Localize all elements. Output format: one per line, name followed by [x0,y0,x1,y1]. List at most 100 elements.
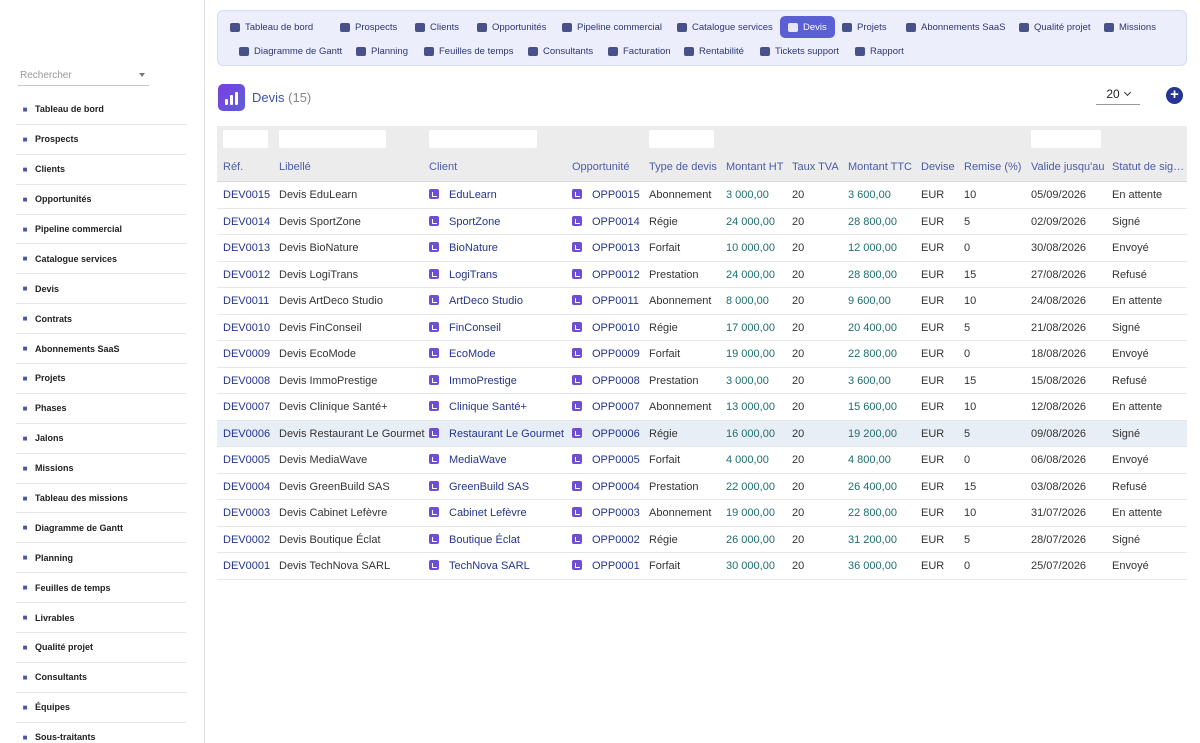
cell-ref[interactable]: DEV0005 [223,454,270,466]
cell-ref[interactable]: DEV0008 [223,375,270,387]
add-record-button[interactable]: + [1166,87,1183,104]
sidebar-item[interactable]: ■ Tableau de bord [16,95,186,125]
cell-client[interactable]: SportZone [429,215,500,228]
cell-opp[interactable]: OPP0009 [572,348,640,360]
cell-client[interactable]: ArtDeco Studio [429,295,523,307]
cell-client[interactable]: Clinique Santé+ [429,401,527,413]
column-header[interactable]: Réf. [223,161,244,173]
cell-client[interactable]: EduLearn [429,189,497,201]
search-select[interactable]: Rechercher [18,67,149,86]
column-filter-input[interactable] [649,130,714,148]
top-nav-item[interactable]: Pipeline commercial [558,16,666,38]
table-row[interactable]: DEV0004 Devis GreenBuild SAS GreenBuild SA… [217,474,1187,500]
table-row[interactable]: DEV0009 Devis EcoMode EcoMode OPP0009 Forfai… [217,341,1187,368]
cell-ref[interactable]: DEV0003 [223,507,270,519]
cell-opp[interactable]: OPP0013 [572,242,640,254]
cell-ref[interactable]: DEV0002 [223,534,270,546]
top-nav-item[interactable]: Qualité projet [1015,16,1095,38]
top-nav-item[interactable]: Tableau de bord [226,16,317,38]
sidebar-item[interactable]: ■ Feuilles de temps [16,573,186,604]
cell-opp[interactable]: OPP0012 [572,268,640,281]
column-header[interactable]: Devise [921,161,955,173]
cell-client[interactable]: EcoMode [429,348,495,360]
sidebar-item[interactable]: ■ Prospects [16,125,186,155]
top-nav-item[interactable]: Planning [352,40,412,62]
cell-client[interactable]: FinConseil [429,321,501,334]
cell-opp[interactable]: OPP0001 [572,560,640,572]
top-nav-item[interactable]: Abonnements SaaS [902,16,1010,38]
cell-opp[interactable]: OPP0002 [572,533,640,546]
column-filter-input[interactable] [223,130,268,148]
cell-ref[interactable]: DEV0009 [223,348,270,360]
table-row[interactable]: DEV0010 Devis FinConseil FinConseil OPP0010… [217,315,1187,341]
column-header[interactable]: Client [429,161,458,173]
column-header[interactable]: Opportunité [572,161,630,173]
top-nav-item[interactable]: Rentabilité [680,40,748,62]
cell-opp[interactable]: OPP0004 [572,480,640,493]
column-header[interactable]: Libellé [279,161,311,173]
top-nav-item[interactable]: Projets [838,16,891,38]
cell-opp[interactable]: OPP0014 [572,215,640,228]
table-row[interactable]: DEV0014 Devis SportZone SportZone OPP0014 Ré… [217,209,1187,235]
cell-ref[interactable]: DEV0010 [223,322,270,334]
sidebar-item[interactable]: ■ Diagramme de Gantt [16,513,186,544]
table-row[interactable]: DEV0013 Devis BioNature BioNature OPP0013 Fo… [217,235,1187,262]
cell-client[interactable]: Boutique Éclat [429,533,520,546]
column-header[interactable]: Statut de sig… [1112,161,1185,173]
sidebar-item[interactable]: ■ Sous-traitants [16,723,186,743]
sidebar-item[interactable]: ■ Équipes [16,693,186,723]
page-size-select[interactable]: 20 [1096,86,1140,105]
top-nav-item[interactable]: Consultants [524,40,597,62]
top-nav-item[interactable]: Diagramme de Gantt [235,40,346,62]
sidebar-item[interactable]: ■ Consultants [16,663,186,693]
cell-client[interactable]: Restaurant Le Gourmet [429,427,564,440]
cell-ref[interactable]: DEV0001 [223,560,270,572]
top-nav-item[interactable]: Rapport [851,40,908,62]
top-nav-item[interactable]: Tickets support [756,40,843,62]
table-row[interactable]: DEV0015 Devis EduLearn EduLearn OPP0015 Abon… [217,182,1187,209]
column-header[interactable]: Valide jusqu'au [1031,161,1105,173]
cell-opp[interactable]: OPP0003 [572,507,640,519]
cell-client[interactable]: LogiTrans [429,268,498,281]
sidebar-item[interactable]: ■ Planning [16,543,186,574]
sidebar-item[interactable]: ■ Jalons [16,424,186,454]
sidebar-item[interactable]: ■ Clients [16,155,186,185]
sidebar-item[interactable]: ■ Tableau des missions [16,484,186,514]
table-row[interactable]: DEV0006 Devis Restaurant Le Gourmet Restau… [217,420,1187,447]
sidebar-item[interactable]: ■ Phases [16,394,186,424]
cell-opp[interactable]: OPP0010 [572,321,640,334]
cell-client[interactable]: MediaWave [429,454,507,466]
top-nav-item[interactable]: Feuilles de temps [420,40,517,62]
column-header[interactable]: Montant HT [726,161,784,173]
sidebar-item[interactable]: ■ Opportunités [16,185,186,215]
cell-opp[interactable]: OPP0005 [572,454,640,466]
table-row[interactable]: DEV0011 Devis ArtDeco Studio ArtDeco Studi… [217,288,1187,315]
sidebar-item[interactable]: ■ Abonnements SaaS [16,334,186,365]
sidebar-item[interactable]: ■ Missions [16,454,186,484]
top-nav-item[interactable]: Prospects [336,16,401,38]
column-filter-input[interactable] [1031,130,1101,148]
cell-client[interactable]: TechNova SARL [429,560,530,572]
top-nav-item[interactable]: Facturation [604,40,675,62]
table-row[interactable]: DEV0008 Devis ImmoPrestige ImmoPrestige OPP… [217,368,1187,394]
cell-ref[interactable]: DEV0006 [223,428,270,440]
sidebar-item[interactable]: ■ Projets [16,364,186,394]
top-nav-item[interactable]: Clients [411,16,463,38]
table-row[interactable]: DEV0005 Devis MediaWave MediaWave OPP0005 Fo… [217,447,1187,474]
cell-client[interactable]: Cabinet Lefèvre [429,507,527,519]
column-header[interactable]: Montant TTC [848,161,912,173]
cell-ref[interactable]: DEV0004 [223,481,270,493]
cell-ref[interactable]: DEV0014 [223,216,270,228]
column-filter-input[interactable] [279,130,386,148]
column-filter-input[interactable] [429,130,537,148]
cell-opp[interactable]: OPP0015 [572,189,640,201]
top-nav-item[interactable]: Opportunités [473,16,550,38]
column-header[interactable]: Remise (%) [964,161,1022,173]
sidebar-item[interactable]: ■ Livrables [16,603,186,634]
cell-ref[interactable]: DEV0007 [223,401,270,413]
sidebar-item[interactable]: ■ Contrats [16,304,186,335]
cell-ref[interactable]: DEV0015 [223,189,270,201]
cell-opp[interactable]: OPP0006 [572,427,640,440]
cell-client[interactable]: BioNature [429,242,498,254]
sidebar-item[interactable]: ■ Pipeline commercial [16,215,186,245]
